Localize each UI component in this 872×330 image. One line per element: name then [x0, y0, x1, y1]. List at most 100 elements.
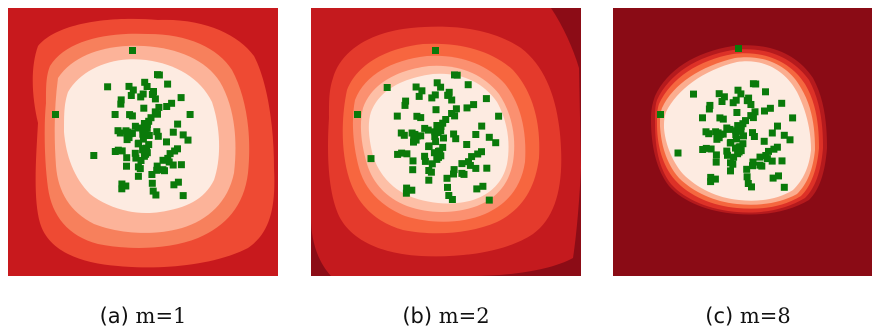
data-point	[444, 183, 451, 191]
data-point	[177, 161, 185, 169]
data-point	[139, 146, 147, 154]
data-point	[472, 164, 480, 172]
data-point	[736, 143, 744, 151]
data-point	[127, 92, 135, 99]
data-point	[460, 170, 468, 178]
data-point	[699, 146, 707, 153]
data-point	[147, 114, 155, 122]
data-point	[734, 86, 742, 94]
data-point	[478, 122, 486, 130]
data-point	[712, 158, 720, 166]
data-point	[440, 134, 447, 142]
data-point	[458, 160, 466, 168]
data-point	[468, 153, 476, 161]
data-point	[712, 151, 720, 159]
data-point	[789, 114, 797, 122]
data-point	[735, 127, 743, 135]
data-point	[744, 180, 752, 187]
data-point	[137, 157, 145, 164]
data-point	[485, 196, 493, 204]
data-point	[131, 122, 139, 130]
data-point	[154, 132, 162, 140]
data-point	[139, 135, 147, 143]
data-point	[152, 191, 160, 199]
data-point	[765, 147, 772, 155]
data-point	[433, 122, 441, 129]
data-point	[714, 129, 722, 137]
data-point	[744, 97, 752, 105]
data-point	[154, 110, 161, 118]
data-point	[118, 180, 126, 188]
data-point	[774, 122, 781, 130]
data-point	[706, 101, 714, 109]
data-point	[153, 128, 161, 136]
data-point	[393, 112, 401, 120]
data-point	[394, 150, 402, 158]
data-point	[114, 127, 122, 135]
data-point	[711, 175, 719, 183]
scatter-points-c	[674, 80, 797, 191]
data-point	[478, 148, 485, 156]
data-point	[463, 141, 471, 148]
data-point	[164, 80, 172, 88]
data-point	[443, 174, 451, 182]
data-point	[707, 178, 715, 186]
data-point	[409, 157, 417, 165]
data-point	[118, 185, 126, 193]
data-point	[413, 112, 421, 120]
data-point	[448, 196, 456, 203]
caption-label: m=2	[438, 304, 490, 328]
data-point	[733, 109, 741, 116]
data-point	[124, 128, 132, 136]
data-point	[450, 130, 458, 138]
data-point	[398, 149, 406, 157]
data-point	[134, 140, 142, 148]
data-point	[131, 149, 139, 157]
data-point	[139, 90, 147, 98]
data-point	[705, 105, 713, 113]
data-point	[702, 128, 710, 136]
data-point	[786, 136, 794, 144]
data-point	[747, 101, 755, 108]
data-point	[452, 135, 460, 143]
outlier-point	[432, 47, 439, 54]
data-point	[421, 157, 429, 165]
data-point	[415, 92, 423, 100]
outlier-point	[657, 111, 664, 118]
data-point	[727, 167, 734, 175]
data-point	[140, 120, 148, 127]
data-point	[123, 162, 130, 170]
data-point	[432, 106, 440, 114]
data-point	[134, 172, 142, 180]
data-point	[409, 166, 417, 174]
data-point	[769, 174, 777, 182]
data-point	[482, 95, 490, 103]
data-point	[139, 130, 147, 138]
data-point	[170, 181, 178, 189]
data-point	[715, 90, 723, 98]
data-point	[401, 101, 409, 109]
data-point	[163, 138, 170, 146]
data-point	[143, 144, 150, 152]
data-point	[145, 132, 153, 139]
data-point	[464, 81, 472, 89]
data-point	[453, 71, 461, 79]
data-point	[437, 83, 445, 91]
caption-b: (b) m=2	[311, 304, 581, 328]
data-point	[367, 155, 375, 163]
data-point	[417, 114, 425, 122]
data-point	[141, 78, 149, 86]
data-point	[425, 143, 433, 151]
data-point	[726, 139, 734, 147]
data-point	[159, 156, 167, 164]
data-point	[383, 84, 391, 91]
data-point	[111, 111, 119, 118]
data-point	[402, 189, 410, 197]
data-point	[174, 145, 181, 153]
data-point	[436, 147, 444, 155]
contour-plot-b	[311, 8, 581, 276]
data-point	[132, 154, 140, 162]
data-point	[749, 162, 756, 170]
data-point	[452, 105, 460, 113]
data-point	[179, 192, 187, 200]
